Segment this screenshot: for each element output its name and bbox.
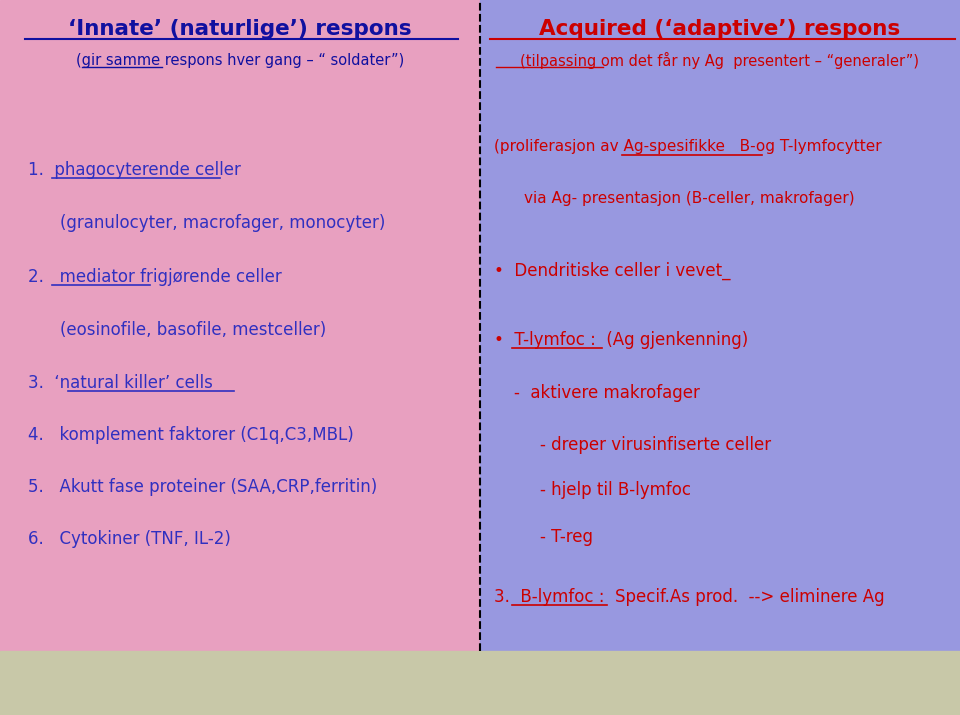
Text: via Ag- presentasjon (B-celler, makrofager): via Ag- presentasjon (B-celler, makrofag… — [524, 192, 854, 207]
Text: 6.   Cytokiner (TNF, IL-2): 6. Cytokiner (TNF, IL-2) — [28, 530, 230, 548]
Text: Acquired (‘adaptive’) respons: Acquired (‘adaptive’) respons — [540, 19, 900, 39]
Text: 3.  ‘natural killer’ cells: 3. ‘natural killer’ cells — [28, 374, 213, 392]
Text: 4.   komplement faktorer (C1q,C3,MBL): 4. komplement faktorer (C1q,C3,MBL) — [28, 426, 353, 444]
Text: - T-reg: - T-reg — [540, 528, 593, 546]
Text: (eosinofile, basofile, mestceller): (eosinofile, basofile, mestceller) — [60, 321, 326, 339]
Text: - hjelp til B-lymfoc: - hjelp til B-lymfoc — [540, 481, 691, 499]
Text: 2.   mediator frigjørende celler: 2. mediator frigjørende celler — [28, 268, 281, 286]
Bar — [0, 651, 960, 715]
Text: ‘Innate’ (naturlige’) respons: ‘Innate’ (naturlige’) respons — [68, 19, 412, 39]
Text: (gir samme respons hver gang – “ soldater”): (gir samme respons hver gang – “ soldate… — [76, 52, 404, 67]
Bar — [0, 0, 480, 651]
Text: 3.  B-lymfoc :  Specif.As prod.  --> eliminere Ag: 3. B-lymfoc : Specif.As prod. --> elimin… — [494, 588, 884, 606]
Text: - dreper virusinfiserte celler: - dreper virusinfiserte celler — [540, 436, 771, 454]
Text: -  aktivere makrofager: - aktivere makrofager — [514, 384, 700, 402]
Text: •  Dendritiske celler i vevet_: • Dendritiske celler i vevet_ — [494, 262, 731, 280]
Text: (tilpassing om det får ny Ag  presentert – “generaler”): (tilpassing om det får ny Ag presentert … — [520, 51, 920, 69]
Text: 1.  phagocyterende celler: 1. phagocyterende celler — [28, 161, 241, 179]
Text: 5.   Akutt fase proteiner (SAA,CRP,ferritin): 5. Akutt fase proteiner (SAA,CRP,ferriti… — [28, 478, 377, 496]
Bar — [480, 0, 960, 651]
Text: •  T-lymfoc :  (Ag gjenkenning): • T-lymfoc : (Ag gjenkenning) — [494, 331, 748, 349]
Text: (granulocyter, macrofager, monocyter): (granulocyter, macrofager, monocyter) — [60, 214, 385, 232]
Text: (proliferasjon av Ag-spesifikke   B-og T-lymfocytter: (proliferasjon av Ag-spesifikke B-og T-l… — [494, 139, 881, 154]
